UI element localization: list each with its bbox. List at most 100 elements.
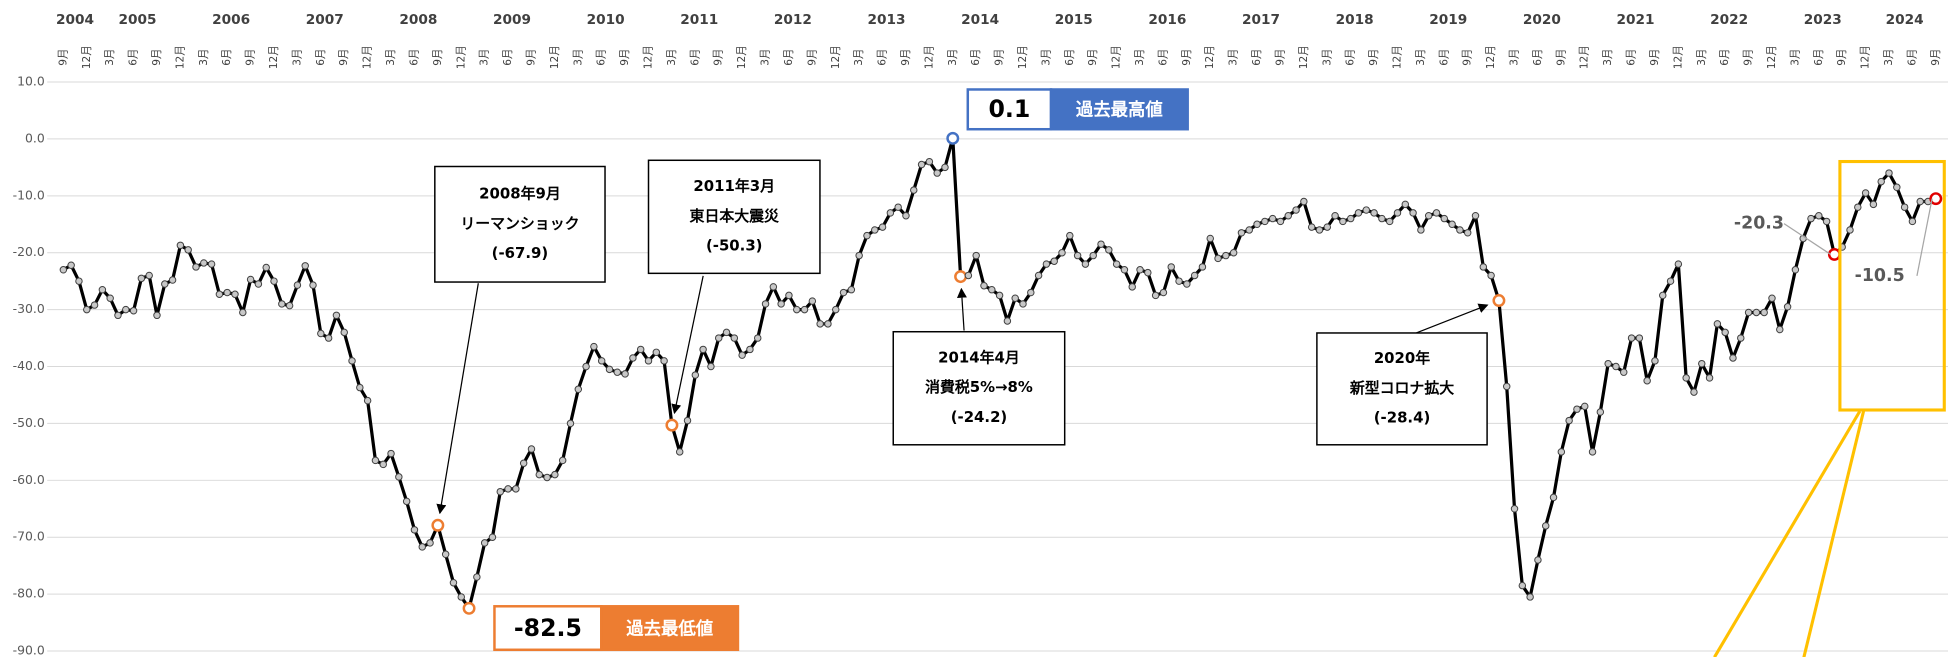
- x-tick-label: 6月: [1626, 49, 1638, 66]
- annotation-arrow: [1416, 303, 1489, 334]
- point-label-leader: [1916, 198, 1933, 276]
- data-marker: [1019, 300, 1027, 308]
- data-marker: [707, 362, 715, 371]
- data-marker: [239, 308, 247, 317]
- data-marker: [207, 260, 216, 268]
- x-tick-label: 9月: [1930, 49, 1942, 66]
- x-tick-label: 3月: [1696, 49, 1708, 66]
- data-marker: [1549, 493, 1558, 502]
- data-marker: [1167, 263, 1175, 271]
- data-marker: [1307, 223, 1316, 231]
- data-marker: [1081, 260, 1090, 268]
- data-marker: [683, 416, 692, 425]
- data-marker: [1027, 288, 1035, 297]
- data-marker: [1557, 448, 1566, 456]
- badge-label-box: [1049, 88, 1189, 131]
- y-tick-label: 0.0: [25, 130, 45, 145]
- x-tick-label: 9月: [1274, 49, 1286, 66]
- x-tick-label: 9月: [994, 49, 1006, 66]
- x-tick-label: 6月: [1157, 49, 1169, 66]
- data-marker: [793, 305, 801, 314]
- x-tick-label: 12月: [1111, 45, 1123, 69]
- year-label: 2007: [306, 12, 344, 28]
- data-marker: [1698, 359, 1706, 368]
- data-marker: [785, 291, 793, 300]
- data-marker: [1401, 200, 1410, 209]
- y-tick-label: -60.0: [13, 472, 45, 487]
- data-marker: [1900, 203, 1909, 211]
- data-marker: [1370, 209, 1378, 217]
- annotation-arrow: [436, 283, 479, 515]
- data-marker: [551, 470, 559, 479]
- data-marker: [1502, 382, 1511, 391]
- data-marker: [871, 226, 879, 234]
- data-marker: [1643, 377, 1651, 385]
- data-marker: [106, 294, 114, 302]
- badge-label: 過去最低値: [626, 618, 713, 639]
- data-marker: [1893, 183, 1901, 192]
- data-marker: [1822, 217, 1831, 226]
- data-marker: [605, 365, 614, 374]
- data-marker: [1627, 334, 1636, 342]
- data-marker: [1542, 522, 1550, 530]
- data-marker: [777, 300, 785, 308]
- data-marker: [855, 251, 863, 260]
- data-marker: [995, 291, 1004, 300]
- point-label-leader: [1783, 223, 1832, 255]
- data-marker: [1034, 271, 1043, 280]
- x-tick-label: 12月: [1391, 45, 1403, 69]
- x-tick-label: 3月: [1415, 49, 1427, 66]
- data-marker: [1635, 334, 1644, 342]
- data-marker: [1354, 209, 1363, 217]
- data-marker: [1253, 220, 1261, 228]
- year-label: 2017: [1242, 12, 1280, 28]
- data-marker: [441, 550, 450, 559]
- annotation-text: 2008年9月: [479, 184, 561, 202]
- x-tick-label: 12月: [1579, 45, 1591, 69]
- data-marker: [215, 290, 224, 298]
- year-label: 2021: [1616, 12, 1654, 28]
- data-marker: [527, 445, 536, 453]
- data-marker: [878, 223, 887, 231]
- data-marker: [1721, 328, 1729, 337]
- data-marker: [1409, 209, 1417, 217]
- data-marker: [832, 305, 840, 314]
- x-tick-label: 12月: [174, 45, 186, 69]
- data-marker: [902, 212, 910, 220]
- x-tick-label: 3月: [572, 49, 584, 66]
- data-marker: [535, 470, 544, 479]
- x-tick-label: 12月: [81, 45, 93, 69]
- data-marker: [1120, 266, 1129, 274]
- data-marker: [1604, 359, 1612, 368]
- x-tick-label: 3月: [385, 49, 397, 66]
- highlight-marker: [1492, 294, 1506, 307]
- highlight-marker: [954, 270, 968, 284]
- year-label: 2008: [399, 12, 437, 28]
- data-marker: [1456, 226, 1464, 234]
- data-marker: [1229, 248, 1238, 257]
- data-marker: [839, 288, 848, 297]
- data-marker: [1058, 248, 1066, 257]
- annotation-box: [647, 159, 821, 275]
- data-marker: [964, 271, 973, 280]
- data-marker: [1690, 388, 1698, 396]
- data-marker: [1432, 209, 1441, 217]
- x-tick-label: 3月: [1789, 49, 1801, 66]
- data-marker: [1011, 294, 1019, 302]
- y-tick-label: -90.0: [13, 643, 45, 657]
- data-marker: [75, 277, 83, 285]
- data-marker: [722, 328, 731, 337]
- data-marker: [558, 456, 567, 465]
- x-tick-label: 3月: [666, 49, 678, 66]
- data-marker: [1323, 223, 1332, 231]
- data-marker: [1807, 214, 1815, 223]
- data-marker: [754, 334, 762, 342]
- data-marker: [636, 345, 645, 354]
- data-marker: [1620, 368, 1628, 376]
- x-tick-label: 3月: [947, 49, 959, 66]
- x-tick-label: 6月: [1345, 49, 1357, 66]
- highlight-marker: [1827, 247, 1841, 261]
- focus-connector: [1713, 410, 1862, 657]
- data-marker: [1222, 251, 1230, 260]
- data-marker: [480, 539, 489, 547]
